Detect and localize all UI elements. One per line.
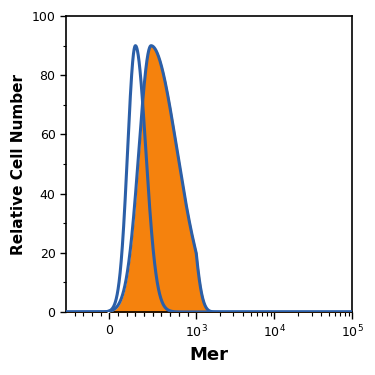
Y-axis label: Relative Cell Number: Relative Cell Number (11, 74, 26, 255)
X-axis label: Mer: Mer (190, 346, 229, 364)
